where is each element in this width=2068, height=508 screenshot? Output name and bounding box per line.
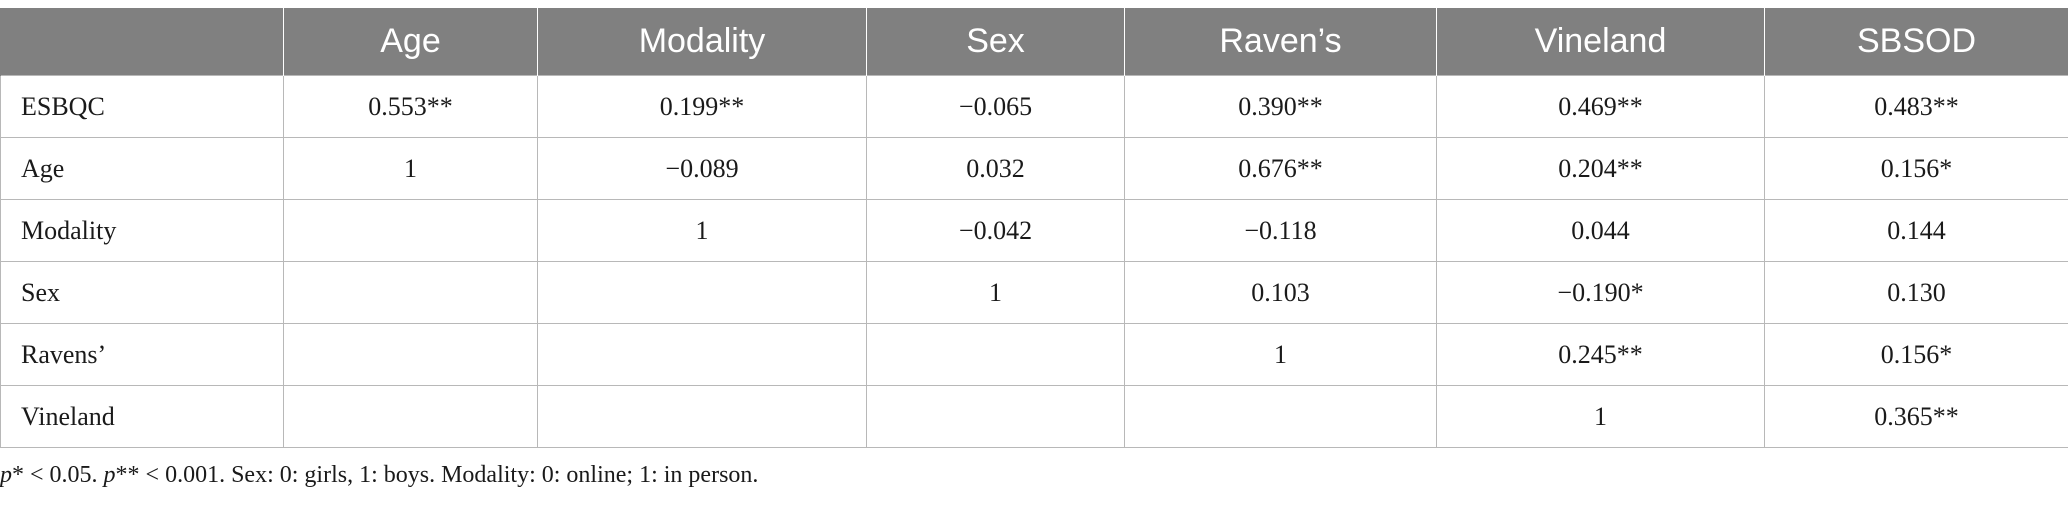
row-label: Age xyxy=(0,137,284,200)
header-row: Age Modality Sex Raven’s Vineland SBSOD xyxy=(0,8,2068,76)
table-cell: 0.144 xyxy=(1764,199,2068,262)
table-cell: 0.469** xyxy=(1436,75,1765,138)
footnote-p-threshold-1: * < 0.05. xyxy=(12,462,104,488)
table-row: Age 1 −0.089 0.032 0.676** 0.204** 0.156… xyxy=(0,137,2068,200)
table-cell xyxy=(537,323,867,386)
header-cell-corner xyxy=(0,8,284,76)
header-cell-age: Age xyxy=(283,8,538,76)
table-row: Vineland 1 0.365** xyxy=(0,385,2068,448)
table-cell: 0.199** xyxy=(537,75,867,138)
header-cell-sbsod: SBSOD xyxy=(1764,8,2068,76)
footnote-p-threshold-2: ** < 0.001. Sex: 0: girls, 1: boys. Moda… xyxy=(115,462,759,488)
table-cell xyxy=(283,261,538,324)
table-cell: 1 xyxy=(537,199,867,262)
footnote-p-symbol-1: p xyxy=(0,462,12,488)
table-cell: −0.118 xyxy=(1124,199,1437,262)
table-cell: 0.032 xyxy=(866,137,1125,200)
table-cell: 0.553** xyxy=(283,75,538,138)
row-label: ESBQC xyxy=(0,75,284,138)
table-cell: 0.156* xyxy=(1764,137,2068,200)
row-label: Vineland xyxy=(0,385,284,448)
table-cell: 1 xyxy=(283,137,538,200)
table-cell: 0.365** xyxy=(1764,385,2068,448)
header-cell-sex: Sex xyxy=(866,8,1125,76)
table-cell xyxy=(283,199,538,262)
table-row: Modality 1 −0.042 −0.118 0.044 0.144 xyxy=(0,199,2068,262)
row-label: Ravens’ xyxy=(0,323,284,386)
table-cell: −0.042 xyxy=(866,199,1125,262)
header-cell-vineland: Vineland xyxy=(1436,8,1765,76)
table-cell: −0.089 xyxy=(537,137,867,200)
header-cell-ravens: Raven’s xyxy=(1124,8,1437,76)
table-cell: −0.065 xyxy=(866,75,1125,138)
table-cell: 0.044 xyxy=(1436,199,1765,262)
table-cell xyxy=(1124,385,1437,448)
table-cell: 0.245** xyxy=(1436,323,1765,386)
table-cell xyxy=(537,385,867,448)
table-cell xyxy=(283,385,538,448)
row-label: Modality xyxy=(0,199,284,262)
table-cell: 1 xyxy=(1124,323,1437,386)
table-cell xyxy=(866,385,1125,448)
table-footnote: p* < 0.05. p** < 0.001. Sex: 0: girls, 1… xyxy=(0,462,758,489)
table-cell xyxy=(537,261,867,324)
table-cell xyxy=(283,323,538,386)
table-cell: 0.204** xyxy=(1436,137,1765,200)
header-cell-modality: Modality xyxy=(537,8,867,76)
table-cell: −0.190* xyxy=(1436,261,1765,324)
table-cell: 0.103 xyxy=(1124,261,1437,324)
table-cell: 0.483** xyxy=(1764,75,2068,138)
correlation-table: Age Modality Sex Raven’s Vineland SBSOD … xyxy=(0,8,2068,448)
table-cell xyxy=(866,323,1125,386)
table-cell: 0.156* xyxy=(1764,323,2068,386)
table-cell: 0.676** xyxy=(1124,137,1437,200)
table-row: Sex 1 0.103 −0.190* 0.130 xyxy=(0,261,2068,324)
table-row: ESBQC 0.553** 0.199** −0.065 0.390** 0.4… xyxy=(0,75,2068,138)
correlation-table-container: Age Modality Sex Raven’s Vineland SBSOD … xyxy=(0,8,2068,448)
table-cell: 0.390** xyxy=(1124,75,1437,138)
table-cell: 1 xyxy=(866,261,1125,324)
table-row: Ravens’ 1 0.245** 0.156* xyxy=(0,323,2068,386)
footnote-p-symbol-2: p xyxy=(103,462,116,488)
table-cell: 0.130 xyxy=(1764,261,2068,324)
row-label: Sex xyxy=(0,261,284,324)
table-cell: 1 xyxy=(1436,385,1765,448)
